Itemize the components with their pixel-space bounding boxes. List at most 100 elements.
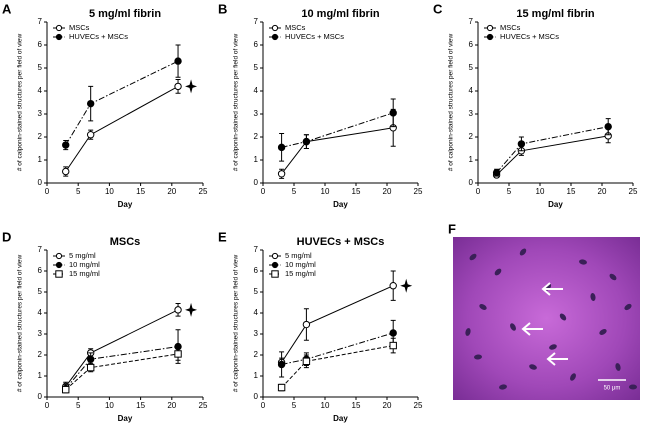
data-point <box>277 360 286 369</box>
y-tick-label: 4 <box>254 86 259 95</box>
y-tick-label: 6 <box>38 266 43 275</box>
y-tick-label: 7 <box>38 17 43 26</box>
nucleus <box>590 293 596 301</box>
x-tick-label: 0 <box>261 187 266 196</box>
data-point <box>492 168 501 177</box>
panel-letter: C <box>433 1 443 16</box>
series-line <box>65 346 179 389</box>
data-point <box>174 306 182 314</box>
x-tick-label: 0 <box>476 187 481 196</box>
data-point <box>174 350 182 358</box>
x-tick-label: 20 <box>383 401 392 410</box>
data-point <box>62 167 70 176</box>
y-tick-label: 0 <box>254 178 259 187</box>
panel-letter: F <box>448 221 456 236</box>
chart-title: MSCs <box>110 236 141 248</box>
legend-swatch-marker <box>271 24 279 32</box>
x-tick-label: 10 <box>536 187 545 196</box>
x-tick-label: 20 <box>383 187 392 196</box>
y-tick-label: 6 <box>469 40 474 49</box>
legend-swatch-marker <box>486 24 494 32</box>
nucleus <box>579 259 587 265</box>
legend-swatch-marker <box>271 33 279 41</box>
data-point <box>604 122 612 131</box>
y-tick-label: 2 <box>38 132 43 141</box>
data-point <box>277 170 286 178</box>
x-tick-label: 15 <box>352 187 361 196</box>
y-tick-label: 0 <box>38 178 43 187</box>
y-tick-label: 0 <box>254 392 259 401</box>
significance-star <box>185 79 198 94</box>
series-line <box>65 85 179 172</box>
significance-star <box>185 302 198 317</box>
nucleus <box>599 329 607 335</box>
y-tick-label: 3 <box>38 329 43 338</box>
nucleus <box>510 323 516 331</box>
x-tick-label: 5 <box>507 187 512 196</box>
x-axis-label: Day <box>333 414 348 423</box>
y-tick-label: 2 <box>254 132 259 141</box>
legend-label: HUVECs + MSCs <box>69 32 128 41</box>
x-tick-label: 10 <box>321 187 330 196</box>
x-tick-label: 25 <box>199 187 208 196</box>
nucleus <box>629 384 637 390</box>
chart-title: 10 mg/ml fibrin <box>301 8 380 20</box>
y-tick-label: 1 <box>254 155 259 164</box>
data-point <box>86 363 95 372</box>
nucleus <box>570 373 576 381</box>
data-point <box>174 82 182 91</box>
data-point <box>277 383 286 392</box>
x-tick-label: 15 <box>567 187 576 196</box>
y-tick-label: 1 <box>469 155 474 164</box>
micrograph <box>453 237 640 400</box>
data-point <box>302 320 311 329</box>
x-tick-label: 5 <box>76 187 81 196</box>
data-point <box>389 282 397 290</box>
data-point <box>62 385 70 394</box>
nucleus <box>465 328 471 336</box>
series-line <box>281 285 394 363</box>
x-tick-label: 20 <box>167 187 176 196</box>
chart-title: 5 mg/ml fibrin <box>89 8 161 20</box>
arrow <box>546 352 568 366</box>
data-point <box>86 99 95 108</box>
x-axis-label: Day <box>548 200 563 209</box>
x-tick-label: 25 <box>629 187 638 196</box>
data-point <box>389 341 397 350</box>
y-tick-label: 7 <box>254 17 259 26</box>
y-tick-label: 7 <box>469 17 474 26</box>
legend-swatch-marker <box>55 261 63 269</box>
nucleus <box>529 364 537 370</box>
panel-letter: D <box>2 229 11 244</box>
legend-label: 10 mg/ml <box>69 260 100 269</box>
y-tick-label: 2 <box>469 132 474 141</box>
data-point <box>86 355 95 363</box>
y-tick-label: 2 <box>254 350 259 359</box>
nucleus <box>474 354 482 360</box>
nucleus <box>494 268 502 276</box>
nucleus <box>519 248 527 256</box>
legend-swatch-marker <box>271 261 279 269</box>
y-tick-label: 6 <box>254 266 259 275</box>
significance-star <box>400 278 413 293</box>
legend-label: HUVECs + MSCs <box>285 32 344 41</box>
x-tick-label: 25 <box>199 401 208 410</box>
y-tick-label: 0 <box>469 178 474 187</box>
legend-label: 5 mg/ml <box>69 251 96 260</box>
data-point <box>86 131 95 139</box>
series-line <box>281 345 394 388</box>
x-tick-label: 5 <box>292 187 297 196</box>
y-tick-label: 5 <box>469 63 474 72</box>
panel-letter: A <box>2 1 12 16</box>
x-tick-label: 10 <box>105 401 114 410</box>
x-tick-label: 0 <box>45 401 50 410</box>
legend-label: MSCs <box>285 23 306 32</box>
y-tick-label: 5 <box>254 287 259 296</box>
x-tick-label: 10 <box>321 401 330 410</box>
nucleus <box>609 273 617 281</box>
panel-letter: B <box>218 1 227 16</box>
y-tick-label: 4 <box>254 308 259 317</box>
chart-title: 15 mg/ml fibrin <box>516 8 595 20</box>
y-axis-label: # of calponin-stained structures per fie… <box>233 34 240 172</box>
